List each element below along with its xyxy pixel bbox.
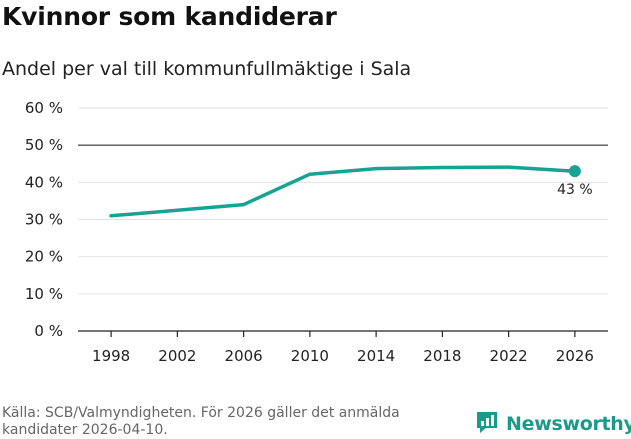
x-tick-label: 2018 bbox=[423, 347, 461, 365]
chart-title: Kvinnor som kandiderar bbox=[2, 2, 337, 31]
label-layer: 43 % bbox=[557, 182, 593, 198]
brand-name: Newsworthy bbox=[506, 413, 631, 435]
grid-layer bbox=[78, 107, 608, 332]
y-tick-label: 0 % bbox=[34, 322, 63, 340]
brand-logo[interactable]: Newsworthy bbox=[474, 409, 631, 439]
x-tick-label: 2010 bbox=[291, 347, 329, 365]
end-point-marker bbox=[568, 165, 581, 178]
y-tick-label: 40 % bbox=[25, 173, 63, 191]
series-layer bbox=[109, 165, 581, 218]
x-tick-label: 2022 bbox=[490, 347, 528, 365]
x-tick-label: 2006 bbox=[225, 347, 263, 365]
y-tick-label: 50 % bbox=[25, 136, 63, 154]
y-tick-label: 30 % bbox=[25, 211, 63, 229]
x-tick-label: 2002 bbox=[158, 347, 196, 365]
series-line bbox=[109, 165, 577, 218]
axis-layer: 0 % 10 % 20 % 30 % 40 % 50 % 60 % 1998 2002 2006 2… bbox=[25, 99, 594, 365]
chart-subtitle: Andel per val till kommunfullmäktige i S… bbox=[2, 58, 412, 80]
y-tick-label: 60 % bbox=[25, 99, 63, 117]
end-value-label: 43 % bbox=[557, 182, 593, 198]
source-note: Källa: SCB/Valmyndigheten. För 2026 gäll… bbox=[2, 405, 400, 438]
x-tick-label: 2026 bbox=[556, 347, 594, 365]
x-tick-label: 2014 bbox=[357, 347, 395, 365]
line-chart: 0 % 10 % 20 % 30 % 40 % 50 % 60 % 1998 2002 2006 2… bbox=[25, 99, 608, 365]
newsworthy-logo-icon bbox=[474, 409, 500, 439]
y-tick-label: 10 % bbox=[25, 285, 63, 303]
y-tick-label: 20 % bbox=[25, 248, 63, 266]
x-tick-label: 1998 bbox=[92, 347, 130, 365]
